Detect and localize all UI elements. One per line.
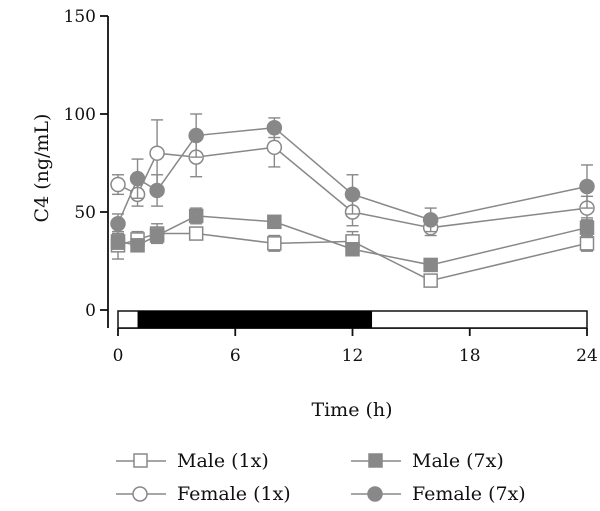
x-tick-label: 18 — [459, 346, 481, 366]
data-point-male-1x — [423, 273, 438, 288]
data-point-male-7x — [267, 214, 282, 230]
y-tick-label: 50 — [74, 203, 96, 223]
y-axis-title: C4 (ng/mL) — [31, 114, 53, 223]
data-point-male-7x — [345, 241, 360, 257]
x-tick-label: 12 — [342, 346, 364, 366]
legend: Male (1x) Male (7x) Female (1x) Female (… — [116, 450, 526, 505]
y-tick-label: 100 — [64, 105, 96, 125]
data-point-male-7x — [579, 220, 595, 235]
legend-label: Female (1x) — [177, 483, 291, 505]
legend-item-male-1x: Male (1x) — [116, 450, 269, 472]
data-point-male-7x — [110, 234, 126, 249]
legend-item-female-1x: Female (1x) — [116, 483, 291, 505]
x-tick-label: 24 — [576, 346, 598, 366]
legend-marker-open-square — [133, 453, 148, 468]
data-point-female-7x — [149, 182, 165, 199]
legend-marker-filled-square — [368, 453, 383, 468]
dark-period-bar — [137, 311, 373, 328]
data-point-male-7x — [188, 208, 204, 224]
legend-item-male-7x: Male (7x) — [351, 450, 504, 472]
data-point-male-7x — [423, 257, 438, 273]
data-point-male-1x — [267, 236, 282, 251]
data-point-female-7x — [129, 170, 146, 187]
data-point-male-7x — [130, 238, 145, 253]
x-tick-label: 0 — [113, 346, 124, 366]
legend-label: Male (7x) — [412, 450, 504, 472]
data-point-female-7x — [344, 186, 361, 203]
data-point-male-1x — [579, 236, 595, 251]
legend-label: Male (1x) — [177, 450, 269, 472]
data-point-female-1x — [110, 176, 126, 193]
x-tick-label: 6 — [230, 346, 241, 366]
data-point-female-7x — [188, 127, 204, 144]
data-point-female-7x — [266, 119, 283, 136]
data-point-female-7x — [422, 212, 439, 228]
data-point-female-1x — [149, 145, 165, 161]
data-point-female-7x — [579, 178, 595, 195]
y-tick-label: 0 — [85, 301, 96, 321]
legend-marker-open-circle — [132, 486, 148, 502]
data-point-female-7x — [110, 216, 126, 232]
data-point-male-7x — [149, 228, 165, 243]
legend-marker-filled-circle — [367, 486, 383, 502]
data-point-male-1x — [188, 226, 204, 241]
legend-item-female-7x: Female (7x) — [351, 483, 526, 505]
legend-label: Female (7x) — [412, 483, 526, 505]
plot-area: 0 50 100 150 0 6 12 18 24 — [64, 7, 598, 366]
x-axis-title: Time (h) — [311, 399, 392, 421]
y-tick-label: 150 — [64, 7, 96, 27]
data-point-female-1x — [266, 139, 283, 156]
